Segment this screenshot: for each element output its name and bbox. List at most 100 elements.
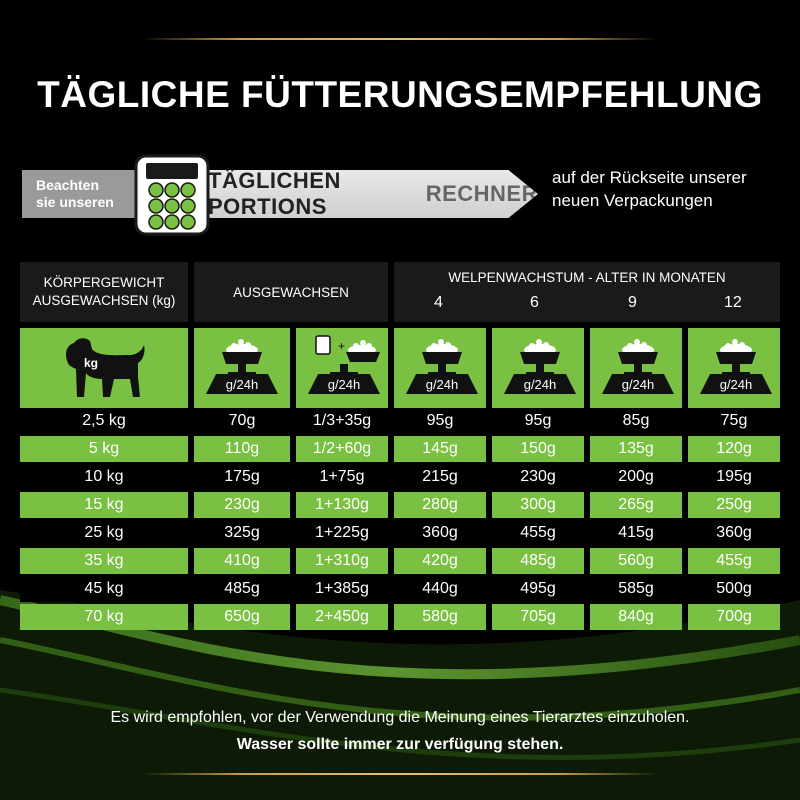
cell-adult: 650g xyxy=(194,604,290,630)
banner-intro-line2: sie unseren xyxy=(36,194,114,210)
cell-adult: 325g xyxy=(194,520,290,546)
table-row: 2,5 kg 70g 1/3+35g 95g 95g 85g 75g xyxy=(20,408,780,434)
cell-adult-wet: 1/2+60g xyxy=(296,436,388,462)
banner-title-grey: RECHNER xyxy=(425,181,538,206)
cell-4m: 420g xyxy=(394,548,486,574)
cell-weight: 15 kg xyxy=(20,492,188,518)
gold-divider-top xyxy=(140,38,660,40)
cell-6m: 495g xyxy=(492,576,584,602)
cell-12m: 455g xyxy=(688,548,780,574)
cell-4m: 440g xyxy=(394,576,486,602)
calculator-icon xyxy=(134,154,210,236)
cell-4m: 580g xyxy=(394,604,486,630)
portion-icon-adult: g/24h xyxy=(194,328,290,408)
banner-note: auf der Rückseite unserer neuen Verpacku… xyxy=(552,166,792,212)
table-row: 45 kg 485g 1+385g 440g 495g 585g 500g xyxy=(20,576,780,602)
cell-6m: 300g xyxy=(492,492,584,518)
portion-label: g/24h xyxy=(406,374,478,394)
cell-4m: 95g xyxy=(394,408,486,434)
cell-9m: 840g xyxy=(590,604,682,630)
cell-4m: 280g xyxy=(394,492,486,518)
cell-adult-wet: 1+75g xyxy=(296,464,388,490)
table-row: 70 kg 650g 2+450g 580g 705g 840g 700g xyxy=(20,604,780,630)
water-note: Wasser sollte immer zur verfügung stehen… xyxy=(236,736,564,753)
header-body-weight-line1: KÖRPERGEWICHT xyxy=(43,275,165,290)
header-body-weight: KÖRPERGEWICHT AUSGEWACHSEN (kg) xyxy=(20,262,188,322)
cell-12m: 250g xyxy=(688,492,780,518)
header-adult: AUSGEWACHSEN xyxy=(194,262,388,322)
cell-adult-wet: 1+310g xyxy=(296,548,388,574)
dog-kg-label: kg xyxy=(84,356,99,370)
cell-12m: 700g xyxy=(688,604,780,630)
table-row: 25 kg 325g 1+225g 360g 455g 415g 360g xyxy=(20,520,780,546)
table-row: 10 kg 175g 1+75g 215g 230g 200g 195g xyxy=(20,464,780,490)
portion-label: g/24h xyxy=(700,374,772,394)
cell-9m: 415g xyxy=(590,520,682,546)
banner-calculator-title: TÄGLICHEN PORTIONS RECHNER xyxy=(168,170,538,218)
cell-12m: 120g xyxy=(688,436,780,462)
portion-label: g/24h xyxy=(504,374,576,394)
cell-weight: 35 kg xyxy=(20,548,188,574)
cell-weight: 2,5 kg xyxy=(20,408,188,434)
portion-label: g/24h xyxy=(602,374,674,394)
table-header-row: KÖRPERGEWICHT AUSGEWACHSEN (kg) AUSGEWAC… xyxy=(20,262,780,322)
vet-advice-note: Es wird empfohlen, vor der Verwendung di… xyxy=(110,709,690,726)
cell-adult: 485g xyxy=(194,576,290,602)
banner-title-dark: TÄGLICHEN PORTIONS xyxy=(208,168,341,219)
banner-note-line2: neuen Verpackungen xyxy=(552,191,713,210)
cell-4m: 145g xyxy=(394,436,486,462)
gold-divider-bottom xyxy=(140,773,660,775)
header-body-weight-line2: AUSGEWACHSEN (kg) xyxy=(32,293,176,308)
header-puppy: WELPENWACHSTUM - ALTER IN MONATEN 4 6 9 … xyxy=(394,262,780,322)
cell-weight: 45 kg xyxy=(20,576,188,602)
cell-12m: 500g xyxy=(688,576,780,602)
cell-adult-wet: 1+385g xyxy=(296,576,388,602)
cell-12m: 195g xyxy=(688,464,780,490)
page-title: TÄGLICHE FÜTTERUNGSEMPFEHLUNG xyxy=(37,74,763,115)
cell-6m: 95g xyxy=(492,408,584,434)
dog-icon xyxy=(66,338,145,397)
cell-weight: 70 kg xyxy=(20,604,188,630)
food-bowl-icon xyxy=(716,339,756,375)
table-row: 15 kg 230g 1+130g 280g 300g 265g 250g xyxy=(20,492,780,518)
header-month-12: 12 xyxy=(724,294,742,311)
portion-label: g/24h xyxy=(308,374,380,394)
food-bowl-icon xyxy=(618,339,658,375)
cell-weight: 10 kg xyxy=(20,464,188,490)
portion-icon-6m: g/24h xyxy=(492,328,584,408)
table-row: 35 kg 410g 1+310g 420g 485g 560g 455g xyxy=(20,548,780,574)
cell-weight: 25 kg xyxy=(20,520,188,546)
table-row: 5 kg 110g 1/2+60g 145g 150g 135g 120g xyxy=(20,436,780,462)
cell-adult-wet: 2+450g xyxy=(296,604,388,630)
cell-9m: 200g xyxy=(590,464,682,490)
header-month-9: 9 xyxy=(628,294,637,311)
cell-adult: 175g xyxy=(194,464,290,490)
cell-6m: 455g xyxy=(492,520,584,546)
cell-6m: 150g xyxy=(492,436,584,462)
cell-adult: 70g xyxy=(194,408,290,434)
can-and-bowl-icon: + xyxy=(315,335,380,375)
cell-weight: 5 kg xyxy=(20,436,188,462)
cell-4m: 215g xyxy=(394,464,486,490)
cell-9m: 265g xyxy=(590,492,682,518)
header-month-4: 4 xyxy=(434,294,443,311)
cell-4m: 360g xyxy=(394,520,486,546)
banner-intro: Beachten sie unseren xyxy=(22,170,168,218)
cell-12m: 75g xyxy=(688,408,780,434)
cell-adult: 230g xyxy=(194,492,290,518)
cell-6m: 230g xyxy=(492,464,584,490)
cell-6m: 705g xyxy=(492,604,584,630)
header-adult-label: AUSGEWACHSEN xyxy=(233,284,349,300)
cell-adult-wet: 1+225g xyxy=(296,520,388,546)
cell-adult: 110g xyxy=(194,436,290,462)
dog-icon-cell: kg xyxy=(20,328,188,408)
portion-icon-4m: g/24h xyxy=(394,328,486,408)
cell-6m: 485g xyxy=(492,548,584,574)
cell-9m: 560g xyxy=(590,548,682,574)
cell-9m: 135g xyxy=(590,436,682,462)
cell-9m: 585g xyxy=(590,576,682,602)
portion-icon-adult-wet: + g/24h xyxy=(296,328,388,408)
banner-intro-line1: Beachten xyxy=(36,177,100,193)
portion-label: g/24h xyxy=(206,374,278,394)
